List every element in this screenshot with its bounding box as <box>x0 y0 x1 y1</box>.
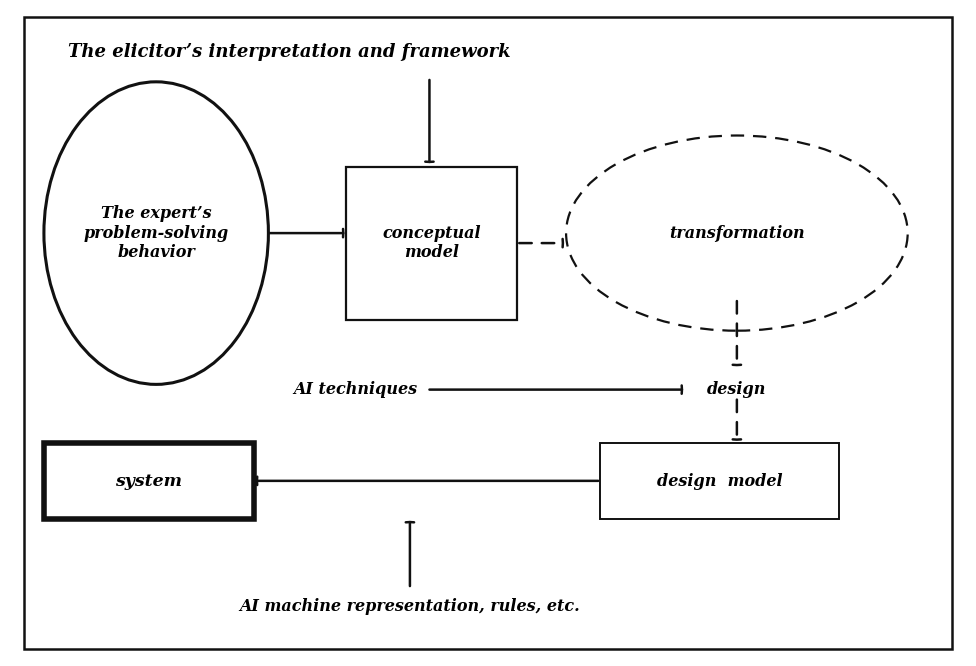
FancyBboxPatch shape <box>600 443 839 519</box>
FancyBboxPatch shape <box>24 17 952 649</box>
FancyBboxPatch shape <box>346 166 517 320</box>
Text: AI techniques: AI techniques <box>293 381 417 398</box>
Ellipse shape <box>44 82 268 384</box>
Text: design  model: design model <box>657 473 783 490</box>
Text: transformation: transformation <box>670 224 804 242</box>
Text: conceptual
model: conceptual model <box>383 225 481 261</box>
Text: system: system <box>115 473 183 490</box>
Ellipse shape <box>566 135 908 331</box>
Text: design: design <box>708 381 766 398</box>
Text: AI machine representation, rules, etc.: AI machine representation, rules, etc. <box>239 597 581 615</box>
Text: The elicitor’s interpretation and framework: The elicitor’s interpretation and framew… <box>68 43 511 61</box>
FancyBboxPatch shape <box>44 443 254 519</box>
Text: The expert’s
problem-solving
behavior: The expert’s problem-solving behavior <box>84 205 228 261</box>
